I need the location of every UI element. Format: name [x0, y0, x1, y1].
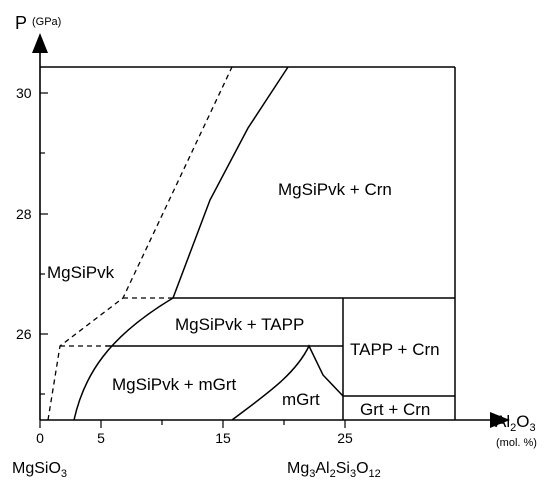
- y-ticks: [40, 92, 48, 395]
- right-endmember-part: O: [356, 460, 368, 477]
- x-tick-label: 5: [97, 430, 105, 446]
- x-axis-symbol: Al2O3: [495, 412, 536, 434]
- right-endmember-label: Mg3Al2Si3O12: [287, 460, 381, 480]
- x-axis-symbol-part: O: [516, 412, 529, 431]
- y-axis-symbol: P: [15, 13, 27, 33]
- phase-label-mgsipvk: MgSiPvk: [47, 263, 115, 282]
- y-axis-unit: (GPa): [32, 16, 61, 28]
- phase-label-mgsipvk-crn: MgSiPvk + Crn: [278, 180, 392, 199]
- x-tick-label: 25: [337, 430, 353, 446]
- x-tick-label: 15: [215, 430, 231, 446]
- axes: [39, 50, 492, 421]
- boundary-mgrt-peak: [231, 344, 344, 421]
- right-endmember-sub: 12: [369, 468, 381, 480]
- right-endmember-sub: 2: [330, 468, 336, 480]
- phase-label-mgsipvk-mgrt: MgSiPvk + mGrt: [112, 375, 236, 394]
- boundary-pvk-crn-curve: [172, 66, 289, 299]
- right-endmember-sub: 3: [309, 468, 315, 480]
- phase-label-mgsipvk-tapp: MgSiPvk + TAPP: [175, 315, 304, 334]
- left-endmember-label: MgSiO3: [12, 460, 67, 480]
- x-axis-arrow: [490, 412, 510, 428]
- x-axis-symbol-sub: 3: [529, 422, 535, 434]
- y-axis-arrow: [32, 33, 48, 53]
- x-axis-symbol-sub: 2: [510, 422, 516, 434]
- phase-label-mgrt: mGrt: [282, 390, 320, 409]
- dashed-outer-curve: [47, 66, 233, 421]
- left-endmember-sub: 3: [61, 468, 67, 480]
- y-tick-label: 28: [16, 206, 32, 222]
- x-axis-unit: (mol. %): [496, 437, 537, 449]
- right-endmember-part: Al: [315, 460, 329, 477]
- phase-label-grt-crn: Grt + Crn: [360, 400, 430, 419]
- x-tick-label: 0: [36, 430, 44, 446]
- x-ticks: [39, 420, 346, 428]
- phase-boundaries: [40, 66, 456, 421]
- right-endmember-sub: 3: [350, 468, 356, 480]
- y-tick-label: 26: [16, 326, 32, 342]
- boundary-pvk-mgrt-curve: [73, 297, 174, 421]
- y-tick-label: 30: [16, 85, 32, 101]
- x-axis-symbol-part: Al: [495, 412, 510, 431]
- right-endmember-part: Si: [336, 460, 350, 477]
- phase-label-tapp-crn: TAPP + Crn: [350, 340, 440, 359]
- right-endmember-part: Mg: [287, 460, 309, 477]
- metastable-boundaries: [47, 66, 233, 421]
- left-endmember-part: MgSiO: [12, 460, 61, 477]
